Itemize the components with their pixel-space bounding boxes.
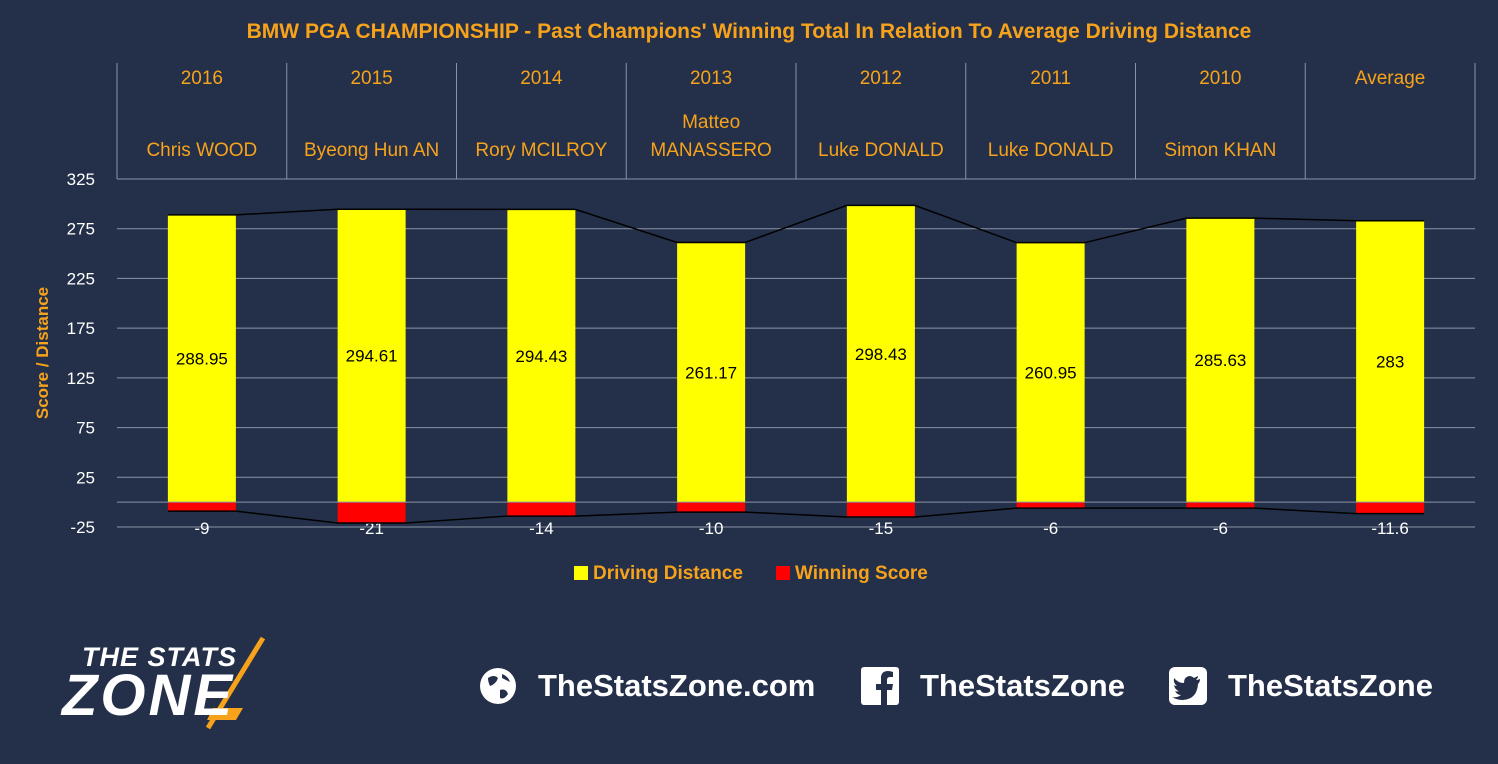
y-tick-label: 175 (67, 319, 95, 338)
stats-zone-logo: THE STATS ZONE (58, 636, 318, 736)
driving-distance-bar (846, 205, 915, 503)
facebook-icon (860, 666, 900, 706)
legend-swatch-score (776, 566, 790, 580)
y-tick-label: 225 (67, 269, 95, 288)
header-year: 2013 (690, 68, 732, 89)
winning-score-bar (337, 502, 406, 524)
twitter-link[interactable]: TheStatsZone (1168, 664, 1433, 708)
y-axis-label: Score / Distance (33, 287, 52, 419)
driving-distance-label: 260.95 (1025, 363, 1077, 382)
winning-score-label: -10 (699, 519, 724, 538)
y-tick-label: 25 (76, 468, 95, 487)
winning-score-label: -6 (1043, 519, 1058, 538)
winning-score-label: -21 (359, 519, 384, 538)
y-tick-label: -25 (70, 518, 95, 537)
driving-distance-bar (507, 209, 576, 503)
header-year: 2014 (520, 68, 563, 89)
driving-distance-label: 285.63 (1194, 351, 1246, 370)
winning-score-bar (167, 502, 236, 512)
winning-score-label: -15 (869, 519, 894, 538)
winning-score-bar (507, 502, 576, 517)
driving-distance-label: 294.43 (515, 347, 567, 366)
y-tick-label: 275 (67, 220, 95, 239)
header-player: Luke DONALD (988, 140, 1114, 161)
driving-distance-bar (677, 242, 746, 503)
driving-distance-bar (167, 214, 236, 503)
y-tick-label: 325 (67, 170, 95, 189)
winning-score-bar (1016, 502, 1085, 509)
header-year: 2011 (1030, 68, 1071, 89)
winning-score-label: -9 (194, 519, 209, 538)
header-player: Matteo (682, 112, 740, 133)
driving-distance-label: 288.95 (176, 349, 228, 368)
chart-title: BMW PGA CHAMPIONSHIP - Past Champions' W… (246, 20, 1252, 43)
winning-score-bar (677, 502, 746, 513)
y-tick-label: 75 (76, 419, 95, 438)
winning-score-label: -6 (1213, 519, 1228, 538)
header-year: 2010 (1199, 68, 1241, 89)
driving-distance-bar (1186, 218, 1255, 503)
header-player: Luke DONALD (818, 140, 944, 161)
driving-distance-bar (337, 209, 406, 503)
y-tick-label: 125 (67, 369, 95, 388)
twitter-icon (1168, 666, 1208, 706)
globe-icon (478, 666, 518, 706)
driving-distance-label: 261.17 (685, 363, 737, 382)
header-year: 2016 (181, 68, 223, 89)
driving-distance-bar (1356, 220, 1425, 503)
driving-distance-label: 283 (1376, 352, 1404, 371)
website-link[interactable]: TheStatsZone.com (478, 664, 815, 708)
legend-label-driving: Driving Distance (593, 563, 743, 584)
header-player: Simon KHAN (1164, 140, 1276, 161)
logo-line1: THE STATS (82, 642, 237, 672)
header-year: 2012 (860, 68, 902, 89)
winning-score-line (167, 507, 1425, 524)
legend-swatch-driving (574, 566, 588, 580)
driving-distance-line (167, 204, 1425, 244)
winning-score-bar (846, 502, 915, 518)
facebook-link[interactable]: TheStatsZone (860, 664, 1125, 708)
driving-distance-label: 294.61 (346, 347, 398, 366)
winning-score-label: -11.6 (1371, 519, 1409, 538)
driving-distance-label: 298.43 (855, 345, 907, 364)
legend-label-score: Winning Score (795, 563, 928, 584)
driving-distance-bar (1016, 242, 1085, 503)
header-year: Average (1355, 68, 1425, 89)
header-player: Byeong Hun AN (304, 140, 439, 161)
winning-score-bar (1186, 502, 1255, 509)
header-player: Chris WOOD (146, 140, 257, 161)
logo-line2: ZONE (62, 663, 236, 728)
twitter-text: TheStatsZone (1228, 668, 1433, 703)
website-text: TheStatsZone.com (538, 668, 816, 703)
header-player: Rory MCILROY (475, 140, 607, 161)
winning-score-bar (1356, 502, 1425, 514)
header-year: 2015 (350, 68, 392, 89)
header-player: MANASSERO (650, 140, 771, 161)
bar-chart: 325 275 225 175 125 75 25 -25 Score / Distance 20… (33, 63, 1476, 584)
winning-score-label: -14 (529, 519, 554, 538)
facebook-text: TheStatsZone (920, 668, 1125, 703)
